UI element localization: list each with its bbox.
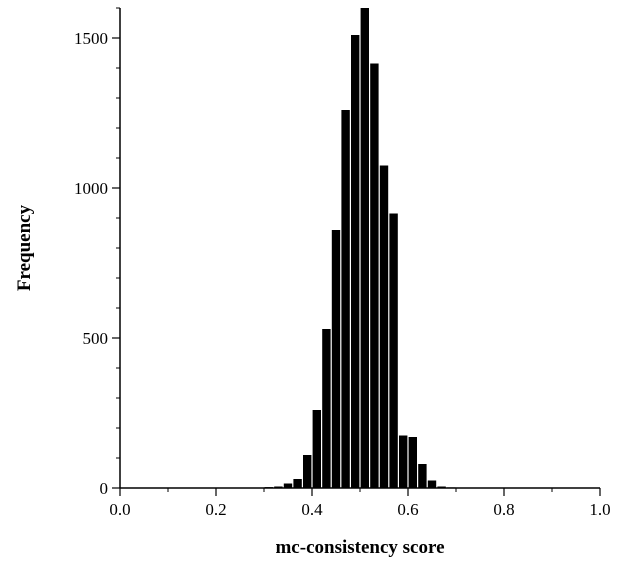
x-tick-label: 0.8: [493, 500, 514, 519]
x-ticks: 0.0 0.2 0.4 0.6 0.8 1.0: [109, 488, 610, 519]
y-tick-label: 1500: [74, 29, 108, 48]
x-axis-label: mc-consistency score: [275, 537, 444, 558]
y-tick-label: 500: [83, 329, 109, 348]
histogram-bar: [370, 64, 378, 489]
y-tick-label: 1000: [74, 179, 108, 198]
axes: [120, 8, 600, 488]
x-tick-label: 1.0: [589, 500, 610, 519]
histogram-bar: [409, 437, 417, 488]
histogram-bar: [322, 329, 330, 488]
x-tick-label: 0.4: [301, 500, 323, 519]
x-tick-label: 0.0: [109, 500, 130, 519]
histogram-bar: [313, 410, 321, 488]
histogram-bar: [332, 230, 340, 488]
histogram-bar: [428, 481, 436, 489]
histogram-bars: [265, 8, 456, 488]
y-tick-label: 0: [100, 479, 109, 498]
x-tick-label: 0.2: [205, 500, 226, 519]
histogram-bar: [389, 214, 397, 489]
histogram-bar: [303, 455, 311, 488]
histogram-bar: [341, 110, 349, 488]
histogram-bar: [351, 35, 359, 488]
histogram-bar: [399, 436, 407, 489]
histogram-bar: [380, 166, 388, 489]
x-tick-label: 0.6: [397, 500, 418, 519]
histogram-bar: [418, 464, 426, 488]
y-ticks: 0 500 1000 1500: [74, 8, 120, 498]
histogram-bar: [293, 479, 301, 488]
y-axis-label: Frequency: [14, 204, 35, 291]
histogram-bar: [361, 8, 369, 488]
